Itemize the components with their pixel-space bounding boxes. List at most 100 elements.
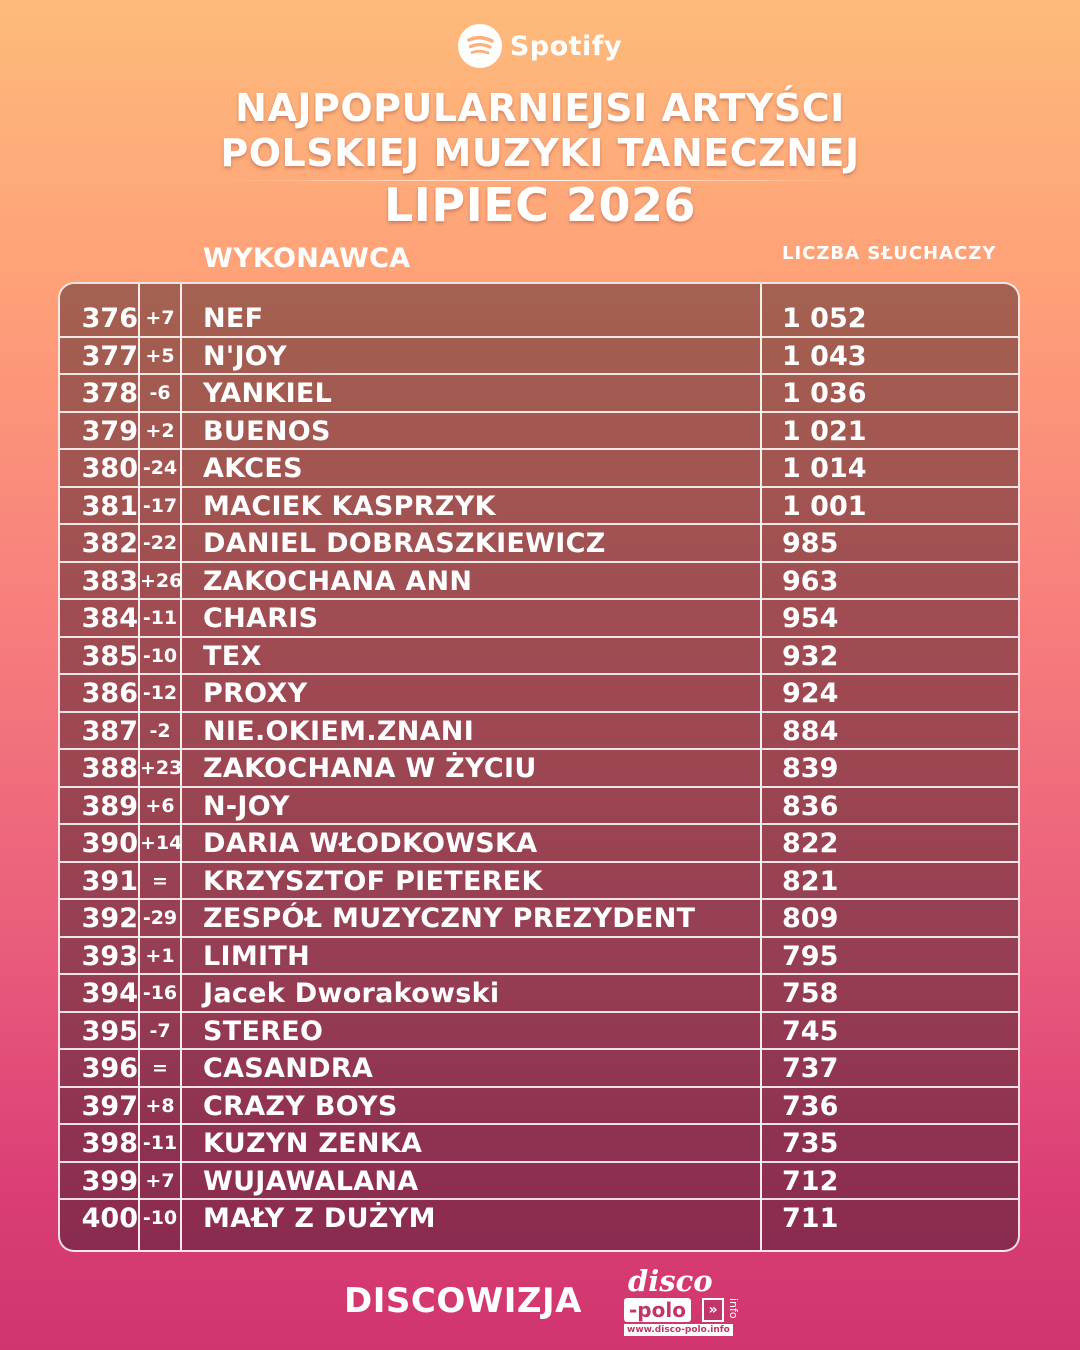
listeners-cell: 822 xyxy=(782,828,839,859)
artist-cell: YANKIEL xyxy=(203,378,333,409)
rank-change-cell: = xyxy=(152,869,168,892)
listeners-cell: 1 021 xyxy=(782,415,867,447)
row-divider xyxy=(60,860,1018,863)
row-divider xyxy=(60,1085,1018,1088)
listeners-cell: 963 xyxy=(782,565,839,597)
rank-cell: 398 xyxy=(81,1128,138,1159)
rank-change-cell: -22 xyxy=(142,532,178,554)
rank-cell: 391 xyxy=(81,865,138,897)
rank-change-cell: +8 xyxy=(145,1094,175,1117)
rank-cell: 384 xyxy=(81,603,138,634)
row-divider xyxy=(60,373,1018,375)
rank-cell: 400 xyxy=(81,1203,138,1234)
ranking-rows: 376 +7 NEF 1 052 377 +5 N'JOY 1 043 378 -6 YANKIEL… xyxy=(60,300,1018,1238)
listeners-cell: 735 xyxy=(782,1128,839,1159)
rank-change-cell: -12 xyxy=(142,682,178,704)
listeners-cell: 1 052 xyxy=(782,303,867,334)
spotify-logo-icon xyxy=(457,24,502,68)
artist-cell: CASANDRA xyxy=(203,1053,374,1084)
rank-change-cell: -11 xyxy=(142,1132,178,1154)
listeners-cell: 954 xyxy=(782,603,839,634)
rank-change-cell: -24 xyxy=(142,457,178,479)
rank-cell: 393 xyxy=(81,940,138,972)
row-divider xyxy=(60,1123,1018,1125)
title-period: LIPIEC 2026 xyxy=(384,178,696,232)
row-divider xyxy=(60,1160,1018,1163)
rank-change-cell: -10 xyxy=(142,1207,178,1229)
column-header-listeners: LICZBA SŁUCHACZY xyxy=(782,243,997,264)
rank-cell: 382 xyxy=(81,528,138,559)
rank-cell: 387 xyxy=(81,715,138,747)
rank-change-cell: -29 xyxy=(142,907,178,929)
column-divider xyxy=(138,284,140,1250)
listeners-cell: 1 001 xyxy=(782,490,867,522)
row-divider xyxy=(60,635,1018,638)
table-row: 390 +14 DARIA WŁODKOWSKA 822 xyxy=(60,825,1018,863)
table-row: 399 +7 WUJAWALANA 712 xyxy=(60,1163,1018,1200)
listeners-cell: 711 xyxy=(782,1203,839,1234)
fast-forward-icon: » xyxy=(702,1298,724,1322)
rank-change-cell: -17 xyxy=(142,494,178,517)
rank-change-cell: = xyxy=(152,1057,168,1079)
table-row: 385 -10 TEX 932 xyxy=(60,638,1018,675)
listeners-cell: 924 xyxy=(782,678,839,709)
artist-cell: MACIEK KASPRZYK xyxy=(203,490,496,522)
rank-change-cell: +1 xyxy=(145,944,175,967)
table-row: 389 +6 N-JOY 836 xyxy=(60,788,1018,825)
row-divider xyxy=(60,560,1018,563)
row-divider xyxy=(60,1198,1018,1200)
rank-cell: 379 xyxy=(81,415,138,447)
rank-change-cell: +26 xyxy=(140,569,183,592)
rank-change-cell: +5 xyxy=(145,344,175,367)
table-row: 396 = CASANDRA 737 xyxy=(60,1050,1018,1088)
rank-change-cell: +7 xyxy=(145,1169,175,1192)
listeners-cell: 795 xyxy=(782,940,839,972)
row-divider xyxy=(60,748,1018,750)
artist-cell: N'JOY xyxy=(203,340,287,372)
rank-cell: 392 xyxy=(81,903,138,934)
artist-cell: ZAKOCHANA ANN xyxy=(203,565,473,597)
table-row: 387 -2 NIE.OKIEM.ZNANI 884 xyxy=(60,713,1018,750)
row-divider xyxy=(60,485,1018,488)
artist-cell: LIMITH xyxy=(203,940,310,972)
rank-cell: 381 xyxy=(81,490,138,522)
rank-cell: 399 xyxy=(81,1165,138,1197)
row-divider xyxy=(60,673,1018,675)
rank-change-cell: +2 xyxy=(145,419,175,442)
title-divider xyxy=(210,180,870,181)
logo-url: www.disco-polo.info xyxy=(624,1324,733,1336)
artist-cell: TEX xyxy=(203,640,262,672)
discowizja-logo: DISCOWIZJA xyxy=(344,1281,582,1321)
table-row: 382 -22 DANIEL DOBRASZKIEWICZ 985 xyxy=(60,525,1018,563)
artist-cell: KUZYN ZENKA xyxy=(203,1128,423,1159)
row-divider xyxy=(60,448,1018,450)
rank-change-cell: -2 xyxy=(149,719,171,742)
artist-cell: DARIA WŁODKOWSKA xyxy=(203,828,538,859)
artist-cell: STEREO xyxy=(203,1015,324,1047)
table-row: 395 -7 STEREO 745 xyxy=(60,1013,1018,1050)
artist-cell: DANIEL DOBRASZKIEWICZ xyxy=(203,528,606,559)
artist-cell: Jacek Dworakowski xyxy=(203,978,500,1009)
rank-cell: 378 xyxy=(81,378,138,409)
rank-cell: 395 xyxy=(81,1015,138,1047)
row-divider xyxy=(60,973,1018,975)
table-row: 392 -29 ZESPÓŁ MUZYCZNY PREZYDENT 809 xyxy=(60,900,1018,938)
column-divider xyxy=(760,284,762,1250)
row-divider xyxy=(60,710,1018,713)
rank-cell: 380 xyxy=(81,453,138,484)
rank-change-cell: -7 xyxy=(149,1019,171,1042)
row-divider xyxy=(60,1048,1018,1050)
row-divider xyxy=(60,335,1018,338)
listeners-cell: 745 xyxy=(782,1015,839,1047)
artist-cell: BUENOS xyxy=(203,415,331,447)
table-row: 397 +8 CRAZY BOYS 736 xyxy=(60,1088,1018,1125)
disco-polo-info-logo: disco -polo » info www.disco-polo.info xyxy=(622,1264,742,1340)
artist-cell: CRAZY BOYS xyxy=(203,1090,398,1122)
rank-change-cell: +7 xyxy=(145,307,175,329)
listeners-cell: 821 xyxy=(782,865,839,897)
listeners-cell: 712 xyxy=(782,1165,839,1197)
listeners-cell: 1 014 xyxy=(782,453,867,484)
rank-cell: 383 xyxy=(81,565,138,597)
artist-cell: KRZYSZTOF PIETEREK xyxy=(203,865,543,897)
table-row: 400 -10 MAŁY Z DUŻYM 711 xyxy=(60,1200,1018,1238)
